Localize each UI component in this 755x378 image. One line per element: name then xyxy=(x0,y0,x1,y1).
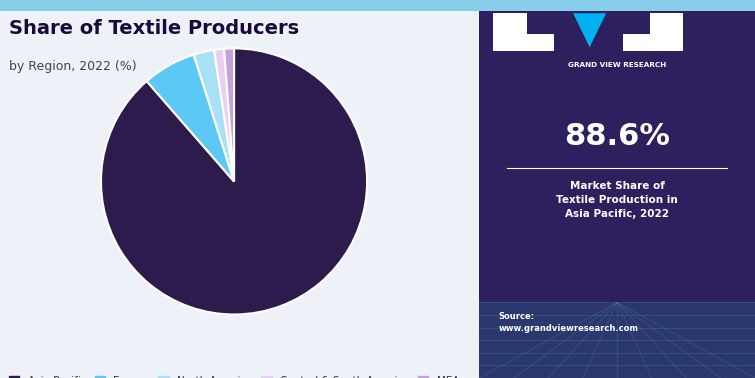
Wedge shape xyxy=(101,48,367,314)
Wedge shape xyxy=(146,55,234,181)
Wedge shape xyxy=(224,48,234,181)
Text: 88.6%: 88.6% xyxy=(564,122,670,150)
Text: by Region, 2022 (%): by Region, 2022 (%) xyxy=(9,60,137,73)
Text: Share of Textile Producers: Share of Textile Producers xyxy=(9,19,299,38)
Text: Source:
www.grandviewresearch.com: Source: www.grandviewresearch.com xyxy=(499,312,639,333)
Bar xyxy=(623,13,683,51)
Polygon shape xyxy=(573,13,606,47)
Text: Market Share of
Textile Production in
Asia Pacific, 2022: Market Share of Textile Production in As… xyxy=(556,181,678,220)
Legend: Asia Pacific, Europe, North America, Central & South America, MEA: Asia Pacific, Europe, North America, Cen… xyxy=(9,376,459,378)
Bar xyxy=(493,13,554,51)
Wedge shape xyxy=(194,50,234,181)
Bar xyxy=(623,13,650,34)
Bar xyxy=(479,302,755,378)
Wedge shape xyxy=(214,49,234,181)
Bar xyxy=(526,13,554,34)
Text: GRAND VIEW RESEARCH: GRAND VIEW RESEARCH xyxy=(568,62,667,68)
